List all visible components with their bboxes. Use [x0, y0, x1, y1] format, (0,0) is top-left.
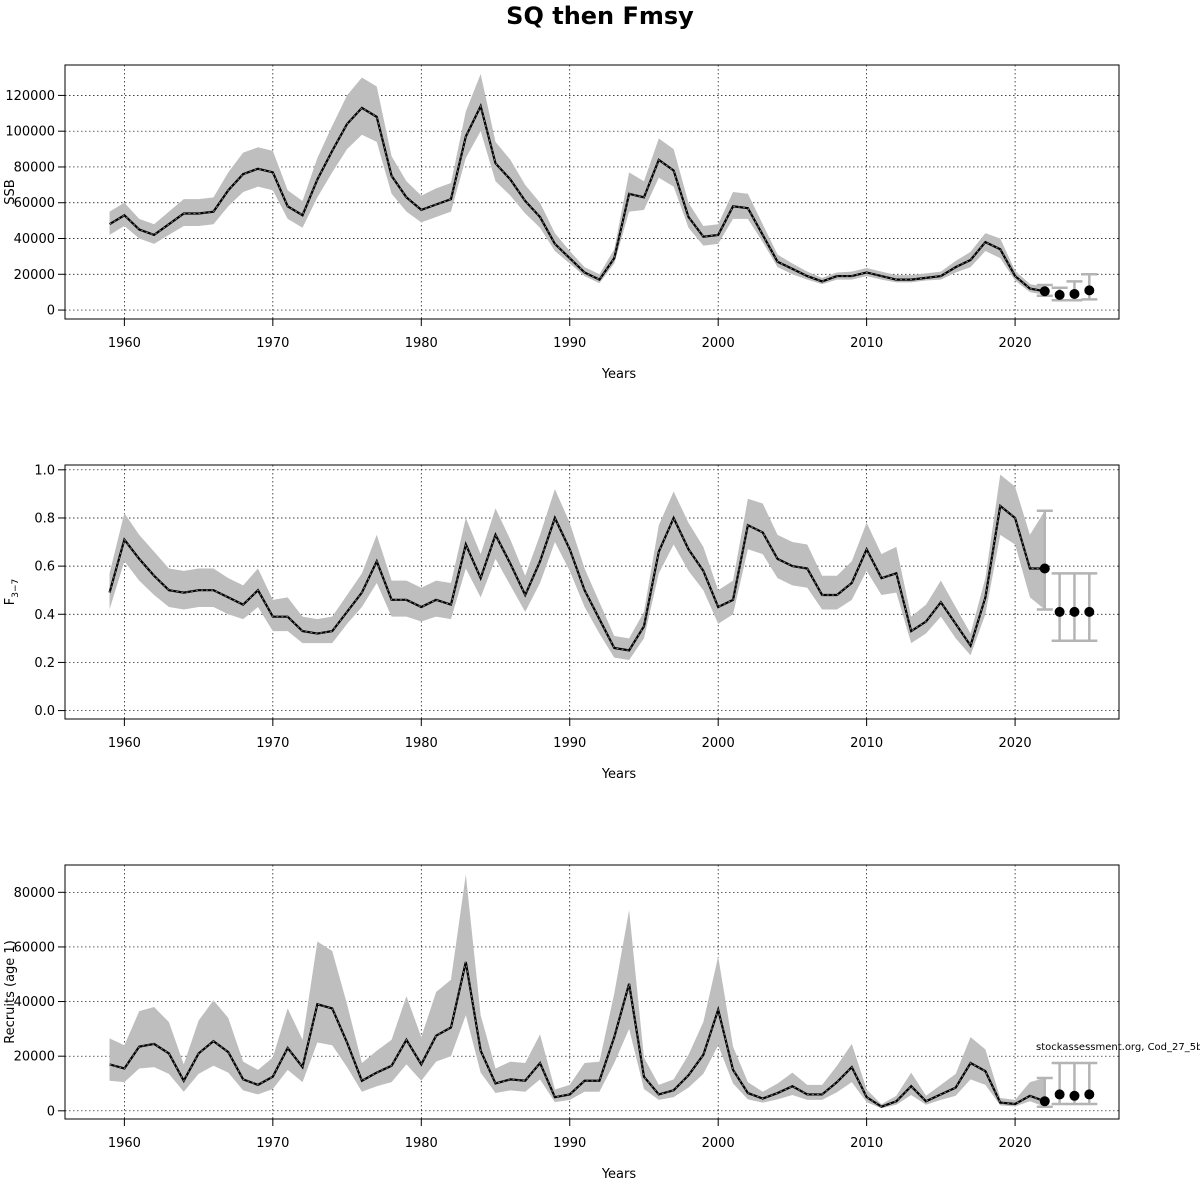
y-tick-label: 0.0	[34, 704, 55, 719]
x-tick-label: 2010	[850, 336, 883, 351]
x-tick-label: 2010	[850, 1136, 883, 1151]
x-tick-label: 2000	[702, 1136, 735, 1151]
y-tick-label: 40000	[14, 995, 55, 1010]
confidence-band	[109, 874, 1045, 1109]
chart-panels: 1960 1970 1980 1990 2000 2010 2020020000400006…	[3, 64, 1200, 1182]
y-tick-label: 120000	[5, 89, 55, 104]
plot-frame	[64, 64, 1120, 320]
plot-frame	[64, 864, 1120, 1120]
y-tick-label: 20000	[14, 1050, 55, 1065]
y-tick-label: 60000	[14, 940, 55, 955]
x-tick-label: 1960	[108, 736, 141, 751]
estimate-line-dots	[109, 505, 1045, 651]
x-tick-label: 1960	[108, 336, 141, 351]
y-tick-label: 0.8	[34, 511, 55, 526]
projection-point	[1069, 606, 1080, 617]
confidence-band	[109, 73, 1045, 295]
x-axis-label: Years	[601, 1167, 637, 1182]
y-axis-label-main: F	[3, 598, 18, 605]
projection-point	[1039, 563, 1050, 574]
source-annotation: stockassessment.org, Cod_27_5b	[1036, 1042, 1200, 1053]
panel-2: 1960 1970 1980 1990 2000 2010 2020 0.0 0.2 0.4 0.6…	[3, 463, 1120, 782]
x-tick-label: 1990	[553, 736, 586, 751]
projection-point	[1069, 1090, 1080, 1101]
x-tick-label: 2000	[702, 736, 735, 751]
y-tick-label: 100000	[5, 125, 55, 140]
y-tick-label: 0.6	[34, 560, 55, 575]
y-tick-label: 80000	[14, 160, 55, 175]
y-tick-label: 0.2	[34, 656, 55, 671]
x-tick-label: 1980	[405, 336, 438, 351]
x-tick-label: 2020	[999, 1136, 1032, 1151]
x-tick-label: 2020	[999, 336, 1032, 351]
y-axis-label: Recruits (age 1)	[3, 940, 18, 1044]
x-tick-label: 2010	[850, 736, 883, 751]
projection-point	[1084, 1089, 1095, 1100]
projection-point	[1054, 1089, 1065, 1100]
x-tick-label: 1980	[405, 1136, 438, 1151]
y-tick-label: 0	[47, 304, 55, 319]
y-tick-label: 80000	[14, 886, 55, 901]
estimate-line-dots	[109, 104, 1045, 292]
projection-point	[1039, 1096, 1050, 1107]
x-axis-label: Years	[601, 367, 637, 382]
figure-title: SQ then Fmsy	[506, 2, 694, 30]
projection-point	[1039, 286, 1050, 297]
x-tick-label: 1970	[256, 736, 289, 751]
projection-point	[1054, 289, 1065, 300]
y-axis-label: F3−7	[3, 579, 21, 605]
x-tick-label: 1990	[553, 336, 586, 351]
y-tick-label: 0.4	[34, 608, 55, 623]
y-tick-label: 1.0	[34, 463, 55, 478]
x-tick-label: 2000	[702, 336, 735, 351]
x-tick-label: 1970	[256, 1136, 289, 1151]
y-tick-label: 0	[47, 1104, 55, 1119]
y-axis-label-subscript: 3−7	[11, 579, 21, 598]
x-tick-label: 2020	[999, 736, 1032, 751]
x-tick-label: 1990	[553, 1136, 586, 1151]
projection-point	[1069, 288, 1080, 299]
y-axis-label: SSB	[3, 179, 18, 204]
x-tick-label: 1960	[108, 1136, 141, 1151]
y-tick-label: 20000	[14, 268, 55, 283]
panel-1: 1960 1970 1980 1990 2000 2010 2020 0 20000 40000 6…	[3, 64, 1120, 382]
projection-point	[1084, 285, 1095, 296]
estimate-line	[109, 961, 1046, 1108]
x-tick-label: 1980	[405, 736, 438, 751]
plot-frame	[64, 464, 1120, 720]
x-tick-label: 1970	[256, 336, 289, 351]
projection-point	[1084, 606, 1095, 617]
y-tick-label: 60000	[14, 196, 55, 211]
y-tick-label: 40000	[14, 232, 55, 247]
x-axis-label: Years	[601, 767, 637, 782]
projection-point	[1054, 606, 1065, 617]
panel-3: 1960 1970 1980 1990 2000 2010 2020 0 20000 40000 6…	[3, 864, 1200, 1182]
